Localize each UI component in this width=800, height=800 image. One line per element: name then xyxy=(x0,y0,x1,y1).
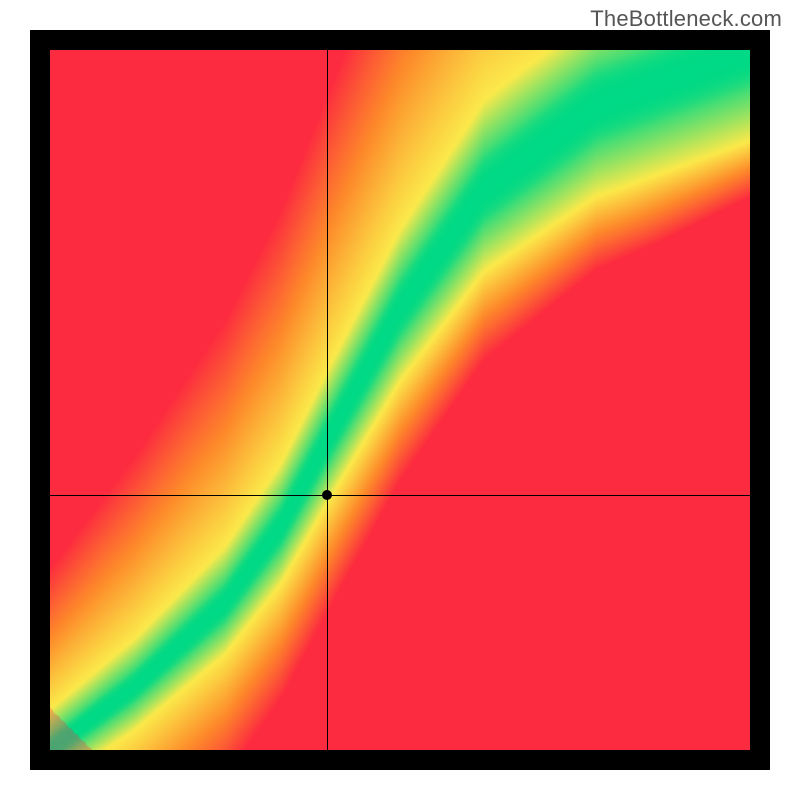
crosshair-vertical-line xyxy=(327,50,328,750)
root-container: TheBottleneck.com xyxy=(0,0,800,800)
heatmap-plot-area xyxy=(50,50,750,750)
heatmap-canvas xyxy=(50,50,750,750)
crosshair-horizontal-line xyxy=(50,495,750,496)
watermark-text: TheBottleneck.com xyxy=(590,6,782,32)
crosshair-marker-dot xyxy=(322,490,332,500)
